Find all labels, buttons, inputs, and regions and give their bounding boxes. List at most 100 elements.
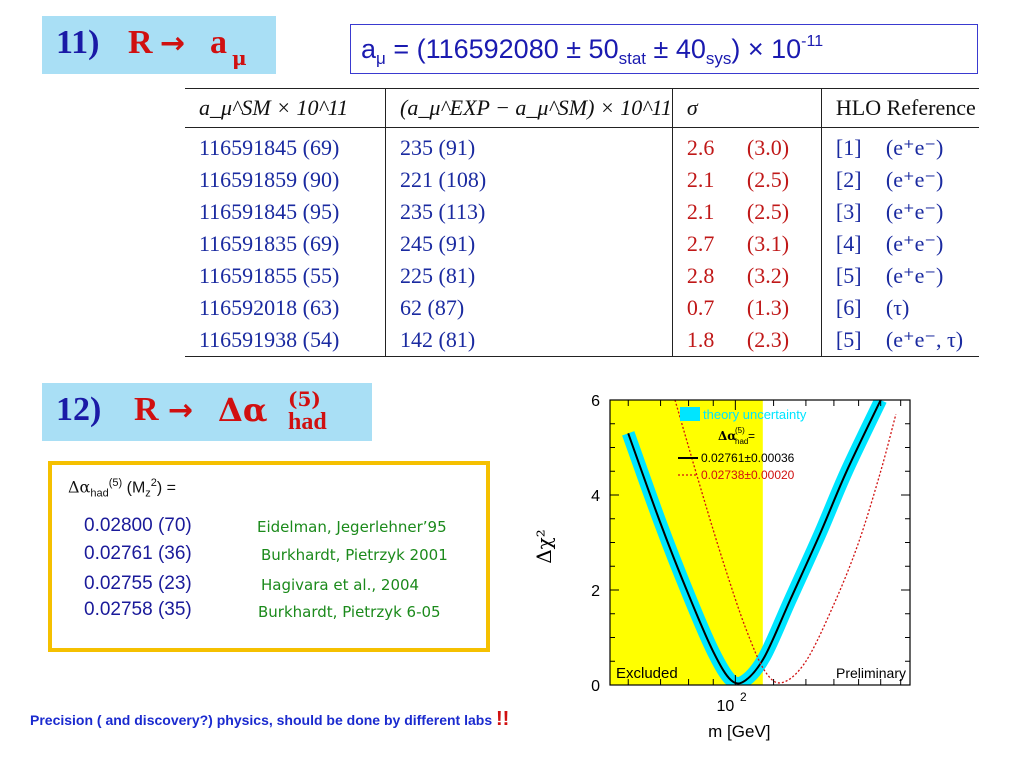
table-row: 116591938 (54) 142 (81) 1.8 (2.3) [5] (e⁺e⁻, … [185,324,979,357]
hlo-header-sm: a_μ^SM × 10^11 [185,88,386,128]
legend-title: Δα [718,429,737,443]
cell-diff-value: 235 (91) [385,127,673,164]
section-12-to: Δα [218,391,268,429]
reference-index: [3] [835,199,862,224]
table-row: 116591855 (55) 225 (81) 2.8 (3.2) [5] (e⁺e⁻) [185,260,979,292]
table-row: 116592018 (63) 62 (87) 0.7 (1.3) [6] (τ) [185,292,979,324]
reference-index: [4] [835,231,862,256]
x-axis-label: m [GeV] [708,722,770,741]
reference-index: [1] [835,135,862,160]
cell-sigma: 2.7 (3.1) [672,228,822,260]
had-head-arg-sub: z [145,487,151,500]
cell-diff-value: 62 (87) [385,292,673,324]
hlo-header-diff: (a_μ^EXP − a_μ^SM) × 10^11 [385,88,673,128]
footer-exclaim: !! [496,708,510,730]
amu-pm: ± 40 [646,34,706,64]
legend-band-swatch [680,407,700,421]
sigma-alt-value: (3.0) [746,135,790,160]
sigma-value: 0.7 [686,295,715,320]
sigma-alt-value: (3.1) [746,231,790,256]
cell-diff-value: 235 (113) [385,196,673,228]
cell-diff-value: 221 (108) [385,164,673,196]
had-head-sub: had [90,487,109,500]
sigma-value: 2.7 [686,231,715,256]
section-12-to-sub: had [288,409,327,435]
cell-sm-value: 116591845 (69) [185,127,386,164]
sigma-value: 1.8 [686,327,715,352]
cell-sigma: 2.1 (2.5) [672,196,822,228]
arrow-icon: → [168,393,194,428]
amu-symbol: a [361,34,377,64]
had-head-arg-sup: 2 [150,477,157,489]
cell-sigma: 2.1 (2.5) [672,164,822,196]
x-tick-label: 10 [716,698,734,715]
amu-stat: stat [618,49,646,68]
hlo-table: a_μ^SM × 10^11 (a_μ^EXP − a_μ^SM) × 10^1… [185,88,979,357]
table-row: 116591845 (95) 235 (113) 2.1 (2.5) [3] (e⁺e⁻) [185,196,979,228]
cell-diff-value: 225 (81) [385,260,673,292]
cell-sm-value: 116591938 (54) [185,324,386,357]
reference-type: (e⁺e⁻) [885,167,944,192]
cell-diff-value: 245 (91) [385,228,673,260]
footer-text: Precision ( and discovery?) physics, sho… [30,712,493,728]
cell-sigma: 1.8 (2.3) [672,324,822,357]
cell-reference: [5] (e⁺e⁻) [821,260,979,292]
cell-reference: [5] (e⁺e⁻, τ) [821,324,979,357]
had-head-end: ) = [156,479,177,497]
reference-index: [6] [835,295,862,320]
sigma-alt-value: (1.3) [746,295,790,320]
had-values-box: Δαhad(5) (Mz2) = 0.02800 (70) Eidelman, … [48,461,490,652]
had-value-4: 0.02758 (35) [84,599,192,620]
reference-type: (e⁺e⁻) [885,135,944,160]
table-row: 116591835 (69) 245 (91) 2.7 (3.1) [4] (e⁺e⁻) [185,228,979,260]
sigma-alt-value: (2.5) [746,199,790,224]
cell-sm-value: 116591845 (95) [185,196,386,228]
cell-reference: [3] (e⁺e⁻) [821,196,979,228]
hlo-header-sigma: σ [672,88,822,128]
x-tick-label-exp: 2 [740,690,747,704]
section-11-to-sub: μ [232,46,247,70]
reference-index: [2] [835,167,862,192]
had-ref-4: Burkhardt, Pietrzyk 6-05 [258,603,441,621]
had-value-1: 0.02800 (70) [84,515,192,536]
series-line-2 [674,400,897,684]
section-12-number: 12) [56,391,102,428]
hlo-header-reference: HLO Reference [821,88,979,128]
cell-reference: [6] (τ) [821,292,979,324]
section-11-to: a [210,24,227,61]
cell-sigma: 0.7 (1.3) [672,292,822,324]
section-11-from: R [128,24,153,61]
y-axis-label: Δχ² [532,529,556,564]
section-12-title: 12) R → Δα (5) had [42,383,372,441]
amu-times: ) × 10 [731,34,802,64]
cell-sigma: 2.6 (3.0) [672,127,822,164]
table-row: 116591859 (90) 221 (108) 2.1 (2.5) [2] (e⁺e⁻) [185,164,979,196]
sigma-alt-value: (2.3) [746,327,790,352]
table-row: 116591845 (69) 235 (91) 2.6 (3.0) [1] (e⁺e⁻) [185,127,979,165]
had-value-2: 0.02761 (36) [84,543,192,564]
section-11-number: 11) [56,24,100,61]
legend-title-end: = [748,429,755,443]
excluded-label: Excluded [616,665,678,682]
amu-exp: -11 [801,33,824,50]
sigma-value: 2.1 [686,167,715,192]
section-11-title: 11) R → a μ [42,16,276,74]
reference-type: (e⁺e⁻) [885,231,944,256]
cell-sigma: 2.8 (3.2) [672,260,822,292]
reference-type: (e⁺e⁻) [885,199,944,224]
cell-diff-value: 142 (81) [385,324,673,357]
had-value-3: 0.02755 (23) [84,573,192,594]
cell-sm-value: 116591859 (90) [185,164,386,196]
had-box-heading: Δαhad(5) (Mz2) = [68,477,176,500]
had-ref-3: Hagivara et al., 2004 [261,576,420,594]
reference-index: [5] [835,263,862,288]
had-ref-1: Eidelman, Jegerlehner’95 [257,518,447,536]
legend-title-sup: (5) [735,426,745,435]
hlo-header-row: a_μ^SM × 10^11 (a_μ^EXP − a_μ^SM) × 10^1… [185,88,979,128]
amu-symbol-sub: μ [376,49,386,68]
preliminary-label: Preliminary [836,665,906,681]
legend-band-label: theory uncertainty [703,407,807,422]
sigma-alt-value: (2.5) [746,167,790,192]
cell-reference: [1] (e⁺e⁻) [821,128,979,165]
sigma-value: 2.6 [686,135,715,160]
